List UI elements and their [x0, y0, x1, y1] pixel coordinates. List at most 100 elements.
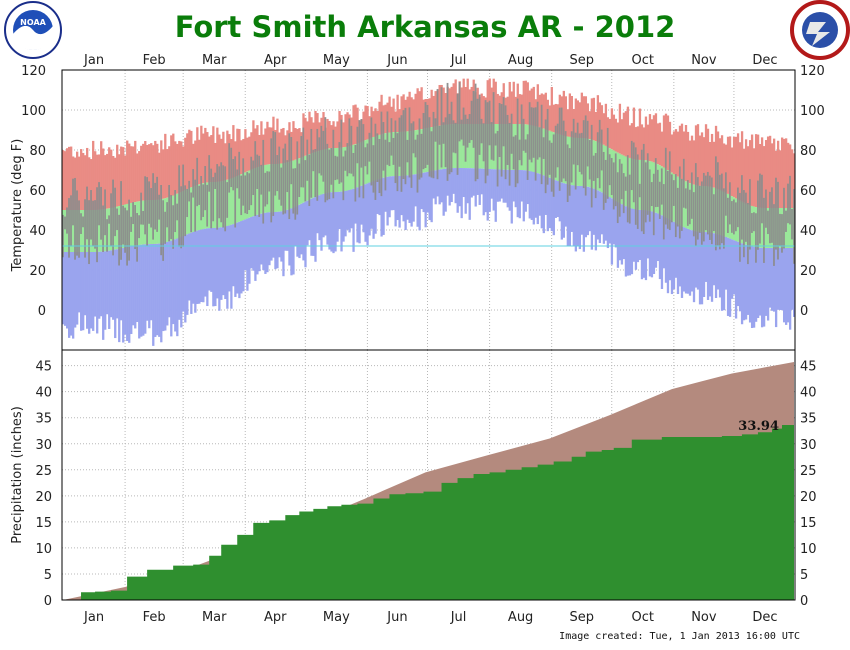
- observed-temp-bar: [670, 174, 673, 223]
- observed-temp-bar: [468, 114, 471, 143]
- record-low-bar: [254, 215, 257, 281]
- record-high-bar: [416, 88, 419, 130]
- record-low-bar: [490, 169, 493, 199]
- observed-temp-bar: [604, 159, 607, 203]
- observed-temp-bar: [246, 172, 249, 214]
- record-low-bar: [512, 169, 515, 202]
- observed-temp-bar: [234, 156, 237, 228]
- record-high-bar: [220, 138, 223, 182]
- record-low-bar: [104, 251, 107, 330]
- record-high-bar: [244, 129, 247, 173]
- observed-temp-bar: [757, 180, 759, 250]
- observed-temp-bar: [140, 192, 143, 225]
- observed-temp-bar: [254, 141, 257, 217]
- precip-ytick-label-left: 5: [44, 568, 52, 583]
- record-high-bar: [612, 114, 616, 151]
- record-high-bar: [696, 124, 700, 186]
- record-high-bar: [782, 138, 786, 208]
- record-high-bar: [246, 137, 249, 172]
- record-low-bar: [250, 216, 253, 269]
- record-low-bar: [124, 247, 127, 335]
- record-low-bar: [158, 243, 161, 337]
- record-low-bar: [76, 252, 79, 325]
- record-low-bar: [100, 251, 103, 317]
- record-high-bar: [720, 135, 724, 191]
- observed-temp-bar: [598, 119, 601, 189]
- record-low-bar: [418, 173, 421, 231]
- observed-temp-bar: [584, 115, 587, 196]
- temp-ytick-label-right: 40: [800, 224, 817, 239]
- temperature-bars: [62, 78, 795, 346]
- record-high-bar: [294, 127, 297, 160]
- record-low-bar: [644, 210, 648, 281]
- record-low-bar: [606, 195, 610, 249]
- record-low-bar: [342, 191, 345, 242]
- observed-temp-bar: [192, 169, 195, 198]
- precip-ytick-label-left: 15: [35, 516, 52, 531]
- record-high-bar: [250, 132, 253, 170]
- observed-temp-bar: [408, 107, 411, 178]
- record-low-bar: [714, 233, 718, 298]
- record-low-bar: [482, 168, 485, 216]
- temperature-yticks-left: 0 20 40 60 80 100 120: [21, 64, 46, 319]
- record-low-bar: [128, 246, 131, 343]
- record-low-bar: [326, 192, 329, 245]
- record-high-bar: [190, 130, 193, 188]
- record-high-bar: [466, 78, 469, 124]
- observed-temp-bar: [262, 139, 265, 224]
- observed-temp-bar: [72, 178, 74, 226]
- observed-temp-bar: [324, 117, 327, 203]
- record-low-bar: [530, 171, 533, 220]
- record-high-bar: [232, 125, 235, 178]
- record-low-bar: [182, 236, 185, 312]
- record-low-bar: [690, 230, 694, 292]
- observed-temp-bar: [248, 173, 251, 211]
- record-low-bar: [160, 243, 163, 343]
- observed-temp-bar: [116, 208, 118, 231]
- record-high-bar: [438, 84, 441, 126]
- record-low-bar: [674, 222, 678, 278]
- observed-temp-bar: [522, 118, 525, 151]
- observed-temp-bar: [652, 173, 655, 236]
- record-high-bar: [194, 140, 197, 186]
- observed-temp-bar: [562, 120, 565, 179]
- record-high-bar: [682, 131, 686, 181]
- record-low-bar: [456, 168, 459, 213]
- precip-month-label: Feb: [143, 610, 166, 625]
- normal-range-bar: [158, 199, 161, 244]
- record-high-bar: [698, 135, 702, 186]
- record-low-bar: [626, 207, 630, 276]
- record-high-bar: [292, 121, 295, 161]
- observed-temp-bar: [755, 213, 757, 263]
- record-high-bar: [630, 123, 634, 159]
- temperature-ylabel: Temperature (deg F): [10, 139, 25, 273]
- observed-temp-bar: [342, 156, 345, 201]
- record-low-bar: [314, 196, 317, 262]
- record-high-bar: [428, 98, 431, 128]
- observed-temp-bar: [550, 142, 553, 192]
- record-high-bar: [738, 142, 742, 201]
- observed-temp-bar: [176, 203, 179, 221]
- observed-temp-bar: [548, 140, 551, 175]
- record-high-bar: [542, 94, 545, 129]
- record-low-bar: [84, 252, 87, 316]
- record-high-bar: [460, 87, 463, 124]
- record-high-bar: [282, 127, 285, 164]
- observed-temp-bar: [428, 117, 431, 177]
- record-low-bar: [140, 244, 143, 337]
- precip-ytick-label-right: 40: [800, 386, 817, 401]
- observed-temp-bar: [494, 133, 497, 146]
- record-low-bar: [460, 168, 463, 219]
- record-high-bar: [268, 127, 271, 165]
- record-high-bar: [726, 136, 730, 194]
- record-high-bar: [168, 146, 171, 198]
- normal-range-bar: [458, 124, 461, 169]
- record-low-bar: [504, 169, 507, 203]
- precip-ytick-label-right: 5: [800, 568, 808, 583]
- observed-temp-bar: [174, 190, 177, 233]
- record-low-bar: [220, 227, 223, 300]
- record-high-bar: [728, 136, 732, 196]
- record-low-bar: [764, 248, 768, 316]
- record-low-bar: [162, 242, 165, 332]
- record-high-bar: [144, 141, 147, 201]
